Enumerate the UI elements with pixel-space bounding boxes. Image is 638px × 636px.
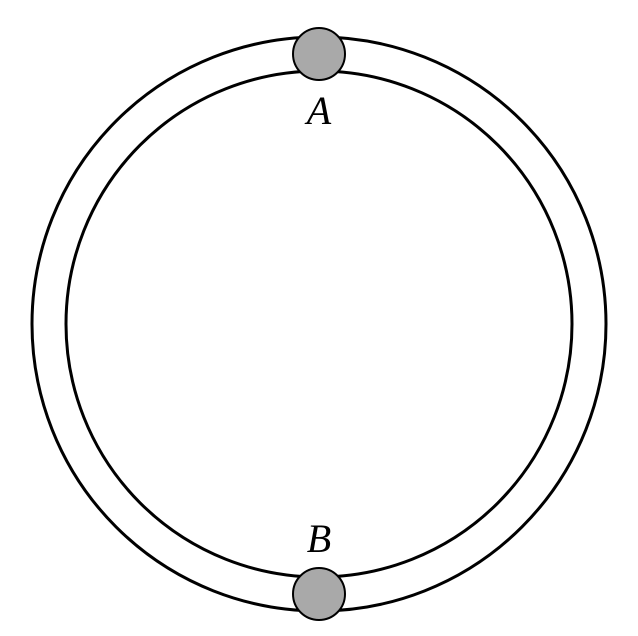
label-a: A	[304, 88, 332, 133]
ring-inner	[66, 71, 572, 577]
ring-diagram: A B	[0, 0, 638, 636]
ball-top	[293, 28, 345, 80]
ball-bottom	[293, 568, 345, 620]
label-b: B	[307, 516, 331, 561]
